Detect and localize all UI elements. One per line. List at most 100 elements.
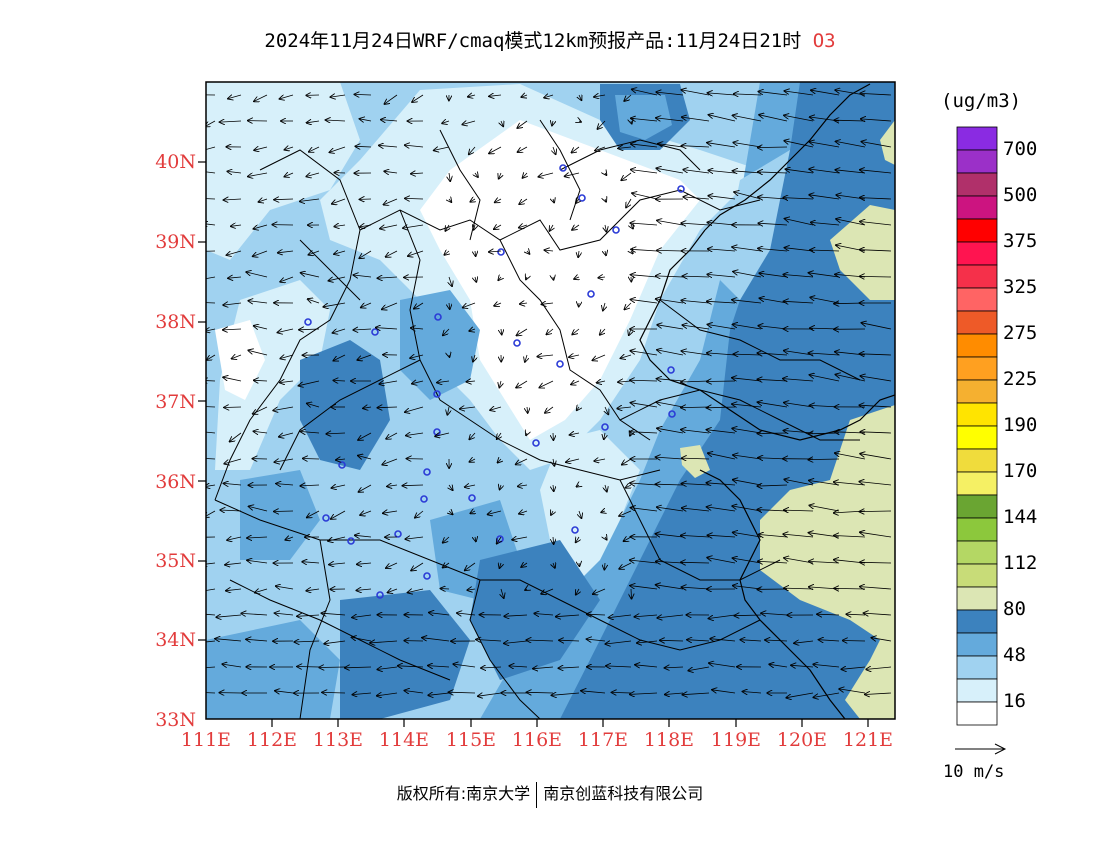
wind-vector	[553, 458, 554, 466]
wind-vector	[595, 147, 606, 151]
wind-vector	[605, 224, 606, 232]
wind-vector	[509, 666, 528, 667]
wind-vector	[577, 407, 579, 410]
wind-vector	[657, 350, 684, 356]
wind-vector	[247, 560, 268, 563]
wind-vector	[707, 143, 736, 148]
wind-vector	[443, 536, 450, 543]
wind-vector	[382, 302, 398, 309]
wind-vector	[527, 406, 528, 413]
wind-vector	[708, 453, 736, 460]
wind-vector	[308, 299, 320, 303]
wind-vector	[817, 614, 840, 615]
wind-vector	[206, 329, 216, 331]
wind-vector	[443, 563, 450, 568]
wind-vector	[681, 430, 710, 434]
wind-vector	[621, 172, 632, 180]
wind-vector	[783, 534, 814, 537]
legend-colorbar	[956, 126, 998, 726]
city-marker	[468, 494, 476, 502]
city-marker	[601, 423, 609, 431]
wind-vector	[319, 667, 346, 668]
wind-vector	[860, 93, 892, 95]
legend-label: 275	[1003, 322, 1038, 344]
wind-vector	[743, 692, 762, 694]
wind-vector	[542, 303, 554, 304]
wind-vector	[333, 329, 346, 333]
wind-vector	[215, 639, 242, 641]
wind-vector	[784, 141, 814, 148]
city-marker	[513, 339, 521, 347]
wind-vector	[656, 276, 684, 277]
wind-vector	[631, 144, 658, 147]
wind-vector	[657, 428, 684, 434]
wind-vector	[428, 666, 450, 667]
wind-vector	[223, 303, 242, 305]
wind-vector	[632, 193, 658, 200]
concentration-field	[206, 82, 895, 719]
wind-vector	[707, 430, 736, 434]
wind-vector	[474, 225, 475, 230]
wind-vector	[206, 406, 216, 408]
wind-vector	[631, 118, 658, 121]
wind-vector	[468, 95, 476, 97]
city-marker	[433, 390, 441, 398]
wind-vector	[521, 95, 528, 97]
wind-vector	[605, 406, 608, 414]
wind-vector	[228, 95, 242, 99]
wind-vector	[631, 170, 658, 174]
legend-swatch	[956, 287, 998, 312]
wind-vector	[403, 225, 424, 228]
wind-vector	[836, 375, 866, 382]
legend-label: 325	[1003, 276, 1038, 298]
wind-vector	[334, 354, 346, 361]
legend-label: 48	[1003, 644, 1026, 666]
wind-vector	[835, 453, 866, 460]
wind-vector	[379, 381, 398, 384]
wind-vector	[860, 511, 892, 512]
wind-vector	[576, 199, 579, 203]
wind-vector	[429, 613, 450, 615]
wind-vector	[605, 199, 606, 202]
wind-vector	[709, 663, 736, 668]
wind-vector	[411, 328, 424, 329]
wind-vector	[357, 354, 372, 360]
wind-vector	[280, 381, 294, 383]
wind-vector	[631, 588, 632, 599]
wind-vector	[707, 507, 736, 512]
wind-vector	[859, 405, 892, 407]
wind-vector	[278, 329, 294, 333]
wind-vector	[545, 406, 554, 413]
wind-vector	[656, 561, 684, 563]
wind-vector	[285, 173, 294, 177]
wind-vector	[733, 143, 762, 148]
wind-vector	[547, 328, 554, 334]
wind-vector	[246, 639, 268, 641]
wind-vector	[606, 666, 632, 667]
wind-vector	[501, 588, 504, 598]
wind-vector	[687, 640, 710, 641]
wind-vector	[280, 276, 294, 282]
wind-vector	[408, 250, 424, 256]
legend-label: 375	[1003, 230, 1038, 252]
wind-vector	[681, 407, 710, 408]
lon-label: 119E	[711, 729, 761, 751]
wind-vector	[688, 666, 710, 671]
wind-vector	[709, 170, 736, 173]
wind-vector	[280, 94, 294, 99]
wind-vector	[681, 562, 710, 563]
lon-label: 114E	[379, 729, 429, 751]
wind-vector	[539, 172, 554, 177]
wind-vector	[232, 355, 242, 359]
wind-vector	[490, 407, 502, 410]
wind-vector	[274, 199, 294, 200]
wind-vector	[683, 276, 710, 277]
wind-vector	[357, 589, 372, 590]
title-text: 2024年11月24日WRF/cmaq模式12km预报产品:11月24日21时	[264, 30, 802, 52]
wind-vector	[657, 507, 684, 512]
wind-vector	[682, 351, 710, 356]
wind-vector	[489, 95, 502, 96]
city-markers	[304, 164, 685, 599]
wind-vector	[386, 432, 398, 439]
legend-label: 112	[1003, 552, 1038, 574]
